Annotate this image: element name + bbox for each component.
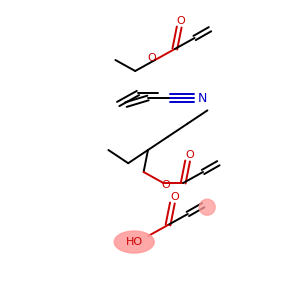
Text: HO: HO bbox=[126, 237, 143, 247]
Text: O: O bbox=[170, 192, 179, 202]
Ellipse shape bbox=[199, 199, 215, 215]
Text: O: O bbox=[161, 180, 170, 190]
Text: O: O bbox=[177, 16, 186, 26]
Ellipse shape bbox=[114, 231, 154, 253]
Text: O: O bbox=[148, 53, 156, 63]
Text: O: O bbox=[185, 150, 194, 160]
Text: N: N bbox=[197, 92, 207, 104]
